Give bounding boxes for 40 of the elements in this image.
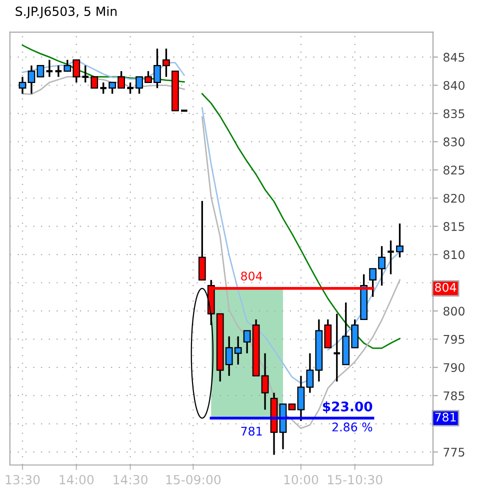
- candlestick: [386, 240, 395, 276]
- candlestick: [126, 82, 134, 95]
- y-tick-label: 790: [444, 363, 464, 372]
- y-tick-label: 775: [444, 448, 464, 457]
- text: 804: [435, 282, 456, 292]
- candlestick: [28, 64, 36, 95]
- annotation: 781: [241, 426, 262, 436]
- y-tick-label: 830: [444, 137, 464, 146]
- candlestick: [36, 64, 44, 78]
- y-tick-label: 825: [444, 166, 464, 175]
- annotation: 804: [241, 272, 262, 281]
- candlestick: [54, 64, 63, 78]
- x-tick-label: 14:30: [114, 474, 148, 484]
- annotation: $23.00: [322, 401, 372, 414]
- annotation: 2.86 %: [332, 422, 372, 432]
- y-tick-label: 835: [444, 109, 464, 118]
- candlestick: [18, 76, 26, 95]
- y-tick-label: 845: [444, 52, 464, 62]
- candlestick: [396, 222, 404, 258]
- y-tick-label: 820: [444, 194, 464, 203]
- candlestick: [81, 64, 90, 84]
- candlestick: [45, 59, 54, 78]
- candlestick: [332, 312, 342, 382]
- chart-title: S.JP.J6503, 5 Min: [16, 6, 117, 18]
- y-tick-label: 810: [444, 250, 464, 260]
- candlestick: [198, 200, 206, 281]
- y-tick-label: 785: [444, 391, 464, 400]
- candlestick: [261, 352, 269, 411]
- x-tick-label: 15-10:30: [328, 474, 382, 484]
- y-tick-label: 840: [444, 81, 464, 90]
- y-tick-label: 815: [444, 222, 464, 231]
- x-tick-label: 10:00: [284, 474, 318, 484]
- candlestick: [99, 82, 108, 95]
- text: 781: [435, 412, 456, 422]
- candlestick: [90, 76, 98, 89]
- x-tick-label: 13:30: [6, 474, 40, 484]
- y-tick-label: 800: [444, 306, 464, 316]
- x-tick-label: 14:00: [60, 474, 94, 484]
- y-tick-label: 795: [444, 334, 464, 344]
- x-tick-label: 15-09:00: [166, 474, 221, 484]
